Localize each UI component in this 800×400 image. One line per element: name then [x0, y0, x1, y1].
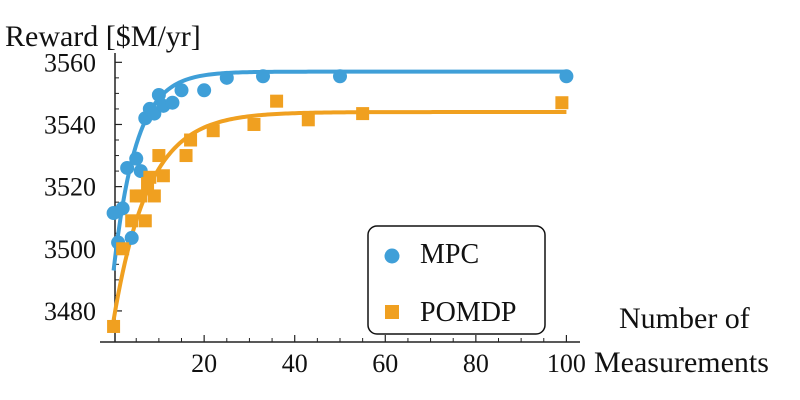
x-tick-label: 60: [372, 349, 398, 378]
y-tick-label: 3500: [44, 235, 96, 264]
y-ticks: 3480 3500 3520 3540 3560: [44, 48, 122, 327]
data-point-mpc: [333, 69, 347, 84]
x-axis-label-line-2: Measurements: [594, 346, 769, 379]
data-point-pomdp: [116, 242, 130, 256]
data-point-mpc: [174, 83, 189, 98]
data-point-mpc: [165, 95, 180, 110]
data-point-pomdp: [107, 319, 121, 333]
data-point-mpc: [115, 201, 130, 216]
data-point-pomdp: [555, 96, 569, 110]
data-point-pomdp: [147, 189, 161, 203]
data-point-pomdp: [125, 214, 139, 228]
data-point-mpc: [197, 83, 212, 98]
data-point-pomdp: [184, 133, 198, 147]
data-point-mpc: [129, 151, 144, 166]
data-point-pomdp: [143, 170, 157, 184]
data-point-mpc: [124, 230, 139, 245]
data-point-mpc: [256, 69, 271, 84]
x-tick-label: 80: [463, 349, 489, 378]
legend-box: [367, 225, 546, 335]
data-point-mpc: [559, 69, 574, 84]
axes: 20 40 60 80 100 3480 3500 3520 3540 3560: [44, 48, 586, 378]
data-point-pomdp: [270, 94, 284, 108]
data-point-pomdp: [179, 149, 193, 163]
data-point-pomdp: [301, 113, 315, 127]
x-tick-label: 20: [191, 349, 217, 378]
data-point-mpc: [219, 70, 234, 85]
y-tick-label: 3520: [44, 173, 96, 202]
y-tick-label: 3560: [44, 48, 96, 77]
y-axis-label: Reward [$M/yr]: [5, 20, 201, 53]
x-tick-label: 40: [282, 349, 308, 378]
data-point-pomdp: [356, 107, 370, 121]
data-point-pomdp: [156, 169, 170, 183]
x-ticks: 20 40 60 80 100: [135, 335, 586, 378]
data-point-pomdp: [206, 124, 220, 138]
data-point-pomdp: [152, 149, 166, 163]
x-tick-label: 100: [547, 349, 586, 378]
legend-label-mpc: MPC: [420, 239, 479, 270]
data-point-pomdp: [138, 214, 152, 228]
data-point-mpc: [151, 87, 166, 102]
data-points: [106, 69, 574, 333]
data-point-mpc: [147, 106, 162, 121]
legend-marker-pomdp: [385, 305, 399, 319]
legend: MPC POMDP: [367, 225, 546, 335]
legend-label-pomdp: POMDP: [420, 297, 516, 328]
y-tick-label: 3540: [44, 110, 96, 139]
y-tick-label: 3480: [44, 297, 96, 326]
legend-marker-mpc: [384, 248, 400, 264]
data-point-mpc: [120, 160, 135, 175]
data-point-pomdp: [134, 189, 148, 203]
data-point-pomdp: [247, 117, 261, 131]
x-axis-label-line-1: Number of: [619, 302, 750, 335]
